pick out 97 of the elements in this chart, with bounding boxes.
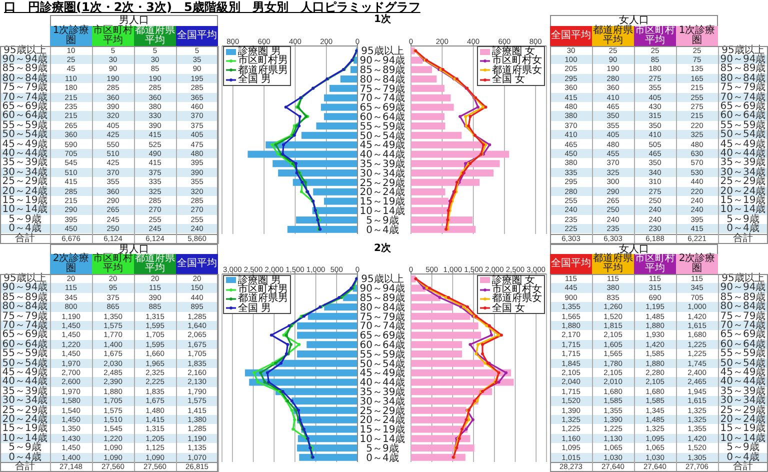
legend-label: 全国 男	[238, 74, 272, 86]
category-label: 20～24歳	[2, 186, 48, 196]
text: 2次	[373, 242, 392, 254]
category-label: 45～49歳	[720, 367, 766, 378]
text: 2次診療圏	[677, 253, 717, 274]
category-label: 25～29歳	[2, 404, 48, 416]
y-tick-label: 15～19歳	[360, 195, 406, 208]
text: 1次診療圏	[677, 24, 717, 46]
y-tick-label: 10～14歳	[360, 204, 406, 216]
y-tick-label: 80～84歳	[360, 72, 406, 85]
category-label: 65～69歳	[720, 100, 766, 112]
legend-label: 全国 女	[492, 302, 526, 314]
y-tick-label: 25～29歳	[360, 176, 406, 188]
y-tick-label: 50～54歳	[360, 129, 406, 142]
category-label: 60～64歳	[720, 338, 766, 350]
category-label: 90～94歳	[720, 54, 766, 65]
category-label: 30～34歳	[2, 166, 48, 178]
category-label: 40～44歳	[2, 148, 48, 159]
text: 合計	[14, 461, 35, 472]
text: 2次診療圏	[51, 253, 91, 274]
y-tick-label: 60～64歳	[360, 339, 406, 351]
category-label: 55～59歳	[2, 120, 48, 131]
text: 女人口	[550, 15, 718, 26]
text: 全国平均	[177, 30, 217, 40]
category-label: 50～54歳	[720, 358, 766, 369]
y-tick-label: 75～79歳	[360, 82, 406, 94]
text: 1次診療圏	[51, 24, 91, 46]
category-label: 5～9歳	[8, 214, 42, 225]
category-label: 70～74歳	[2, 92, 48, 102]
y-tick-label: 40～44歳	[360, 148, 406, 160]
category-label: 60～64歳	[2, 338, 48, 350]
y-tick-label: 75～79歳	[360, 310, 406, 323]
text: 全国平均	[551, 30, 591, 40]
category-label: 90～94歳	[2, 54, 48, 65]
category-label: 35～39歳	[2, 386, 48, 397]
y-tick-label: 55～59歳	[360, 120, 406, 132]
legend-label: 都道府県女	[492, 293, 542, 304]
text: 市区町村平均	[93, 24, 133, 46]
y-tick-label: 80～84歳	[360, 301, 406, 314]
text: 1次	[373, 14, 392, 26]
text: 合計	[732, 461, 753, 472]
text: 口 円診療圏(1次・2次・3次) 5歳階級別 男女別 人口ピラミッドグラフ	[3, 0, 422, 14]
y-tick-label: 85～89歳	[360, 292, 406, 304]
category-label: 75～79歳	[720, 310, 766, 322]
y-tick-label: 5～9歳	[366, 442, 399, 454]
text: 市区町村平均	[93, 253, 133, 274]
category-label: 45～49歳	[2, 138, 48, 150]
category-label: 20～24歳	[720, 186, 766, 196]
legend-label: 全国 女	[492, 74, 526, 86]
category-label: 30～34歳	[720, 166, 766, 178]
category-label: 70～74歳	[2, 320, 48, 331]
category-label: 85～89歳	[720, 292, 766, 303]
y-tick-label: 30～34歳	[360, 166, 406, 179]
category-label: 35～39歳	[720, 386, 766, 397]
category-label: 65～69歳	[2, 100, 48, 112]
y-tick-label: 35～39歳	[360, 386, 406, 398]
category-label: 70～74歳	[720, 92, 766, 102]
y-tick-label: 35～39歳	[360, 158, 406, 170]
category-label: 5～9歳	[726, 214, 760, 225]
y-tick-label: 65～69歳	[360, 101, 406, 114]
legend-label: 全国 男	[238, 302, 272, 314]
y-tick-label: 0～4歳	[366, 452, 399, 464]
category-label: 20～24歳	[2, 414, 48, 425]
y-tick-label: 20～24歳	[360, 186, 406, 198]
y-tick-label: 25～29歳	[360, 404, 406, 417]
y-tick-label: 30～34歳	[360, 395, 406, 408]
category-label: 20～24歳	[720, 414, 766, 425]
y-tick-label: 50～54歳	[360, 358, 406, 370]
category-label: 85～89歳	[2, 292, 48, 303]
legend-label: 都道府県男	[238, 293, 288, 304]
y-tick-label: 0～4歳	[366, 223, 399, 236]
text: 合計	[732, 232, 754, 244]
y-tick-label: 45～49歳	[360, 138, 406, 151]
text: 合計	[14, 232, 36, 244]
category-label: 15～19歳	[2, 194, 48, 206]
y-tick-label: 60～64歳	[360, 110, 406, 122]
category-label: 80～84歳	[2, 72, 48, 84]
text: 全国平均	[551, 258, 591, 269]
text: 全国平均	[177, 258, 217, 269]
text: 都道府県平均	[593, 24, 633, 46]
category-label: 50～54歳	[2, 358, 48, 369]
y-tick-label: 70～74歳	[360, 92, 406, 104]
category-label: 80～84歳	[720, 72, 766, 84]
category-label: 45～49歳	[2, 367, 48, 378]
category-label: 25～29歳	[720, 404, 766, 416]
y-tick-label: 85～89歳	[360, 64, 406, 76]
category-label: 45～49歳	[720, 138, 766, 150]
y-tick-label: 90～94歳	[360, 54, 406, 66]
y-tick-label: 5～9歳	[366, 214, 399, 226]
text: 男人口	[50, 15, 218, 26]
category-label: 40～44歳	[720, 148, 766, 159]
y-tick-label: 55～59歳	[360, 348, 406, 360]
category-label: 55～59歳	[720, 120, 766, 131]
text: 都道府県平均	[593, 253, 633, 274]
category-label: 15～19歳	[720, 194, 766, 206]
category-label: 75～79歳	[2, 310, 48, 322]
category-label: 70～74歳	[720, 320, 766, 331]
